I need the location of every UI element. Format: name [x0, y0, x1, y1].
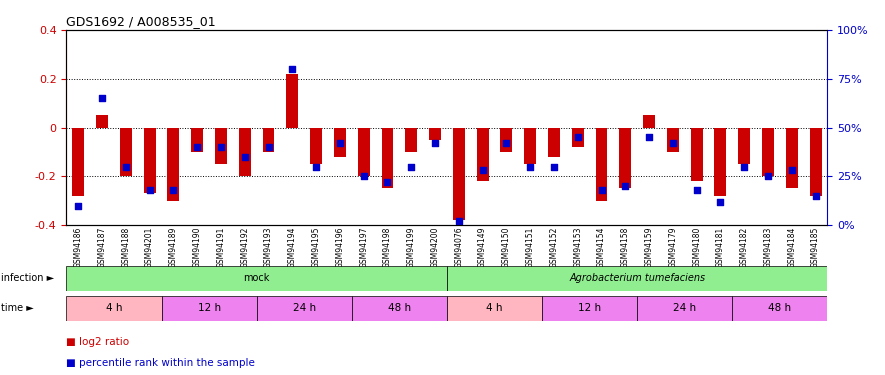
Text: mock: mock [243, 273, 270, 284]
Point [666, 140, 680, 146]
Point [761, 173, 775, 179]
Bar [690, 128, 703, 181]
Point [428, 140, 442, 146]
Point [238, 154, 252, 160]
Text: Agrobacterium tumefaciens: Agrobacterium tumefaciens [569, 273, 705, 284]
Text: 12 h: 12 h [197, 303, 220, 313]
Point [404, 164, 419, 170]
Point [119, 164, 133, 170]
Bar [524, 128, 536, 164]
Point [71, 202, 85, 208]
Bar [500, 128, 512, 152]
Bar [215, 128, 227, 164]
Point [357, 173, 371, 179]
Bar [381, 128, 394, 188]
Text: ■ percentile rank within the sample: ■ percentile rank within the sample [66, 357, 255, 368]
Bar [66, 296, 161, 321]
Point [571, 134, 585, 140]
Bar [643, 116, 655, 128]
Point [95, 95, 109, 101]
Bar [239, 128, 250, 176]
Point [475, 167, 489, 173]
Text: 48 h: 48 h [388, 303, 411, 313]
Bar [358, 128, 370, 176]
Bar [477, 128, 489, 181]
Text: 24 h: 24 h [293, 303, 316, 313]
Bar [191, 128, 204, 152]
Bar [542, 296, 637, 321]
Point [619, 183, 633, 189]
Bar [96, 116, 108, 128]
Bar [119, 128, 132, 176]
Point [595, 187, 609, 193]
Bar [73, 128, 84, 196]
Point [547, 164, 561, 170]
Point [499, 140, 513, 146]
Text: 48 h: 48 h [768, 303, 791, 313]
Bar [714, 128, 727, 196]
Bar [287, 74, 298, 128]
Bar [453, 128, 465, 220]
Bar [352, 296, 447, 321]
Point [451, 218, 466, 224]
Bar [810, 128, 821, 196]
Point [333, 140, 347, 146]
Bar [161, 296, 257, 321]
Point [214, 144, 228, 150]
Text: 4 h: 4 h [105, 303, 122, 313]
Text: 24 h: 24 h [673, 303, 696, 313]
Bar [762, 128, 774, 176]
Bar [667, 128, 679, 152]
Bar [257, 296, 351, 321]
Point [809, 193, 823, 199]
Bar [66, 266, 447, 291]
Bar [447, 296, 542, 321]
Point [142, 187, 157, 193]
Point [642, 134, 656, 140]
Point [309, 164, 323, 170]
Bar [548, 128, 560, 157]
Bar [334, 128, 346, 157]
Text: 4 h: 4 h [486, 303, 503, 313]
Text: time ►: time ► [1, 303, 34, 313]
Point [190, 144, 204, 150]
Bar [143, 128, 156, 194]
Text: ■ log2 ratio: ■ log2 ratio [66, 337, 129, 347]
Point [737, 164, 751, 170]
Bar [596, 128, 607, 201]
Point [523, 164, 537, 170]
Point [261, 144, 275, 150]
Bar [405, 128, 417, 152]
Bar [620, 128, 631, 188]
Text: infection ►: infection ► [1, 273, 54, 284]
Bar [637, 296, 733, 321]
Point [785, 167, 799, 173]
Bar [572, 128, 584, 147]
Bar [263, 128, 274, 152]
Bar [738, 128, 750, 164]
Bar [429, 128, 441, 140]
Text: 12 h: 12 h [578, 303, 601, 313]
Bar [167, 128, 180, 201]
Bar [786, 128, 797, 188]
Bar [447, 266, 827, 291]
Bar [310, 128, 322, 164]
Point [713, 199, 727, 205]
Bar [733, 296, 827, 321]
Point [166, 187, 181, 193]
Point [689, 187, 704, 193]
Text: GDS1692 / A008535_01: GDS1692 / A008535_01 [66, 15, 216, 28]
Point [285, 66, 299, 72]
Point [381, 179, 395, 185]
